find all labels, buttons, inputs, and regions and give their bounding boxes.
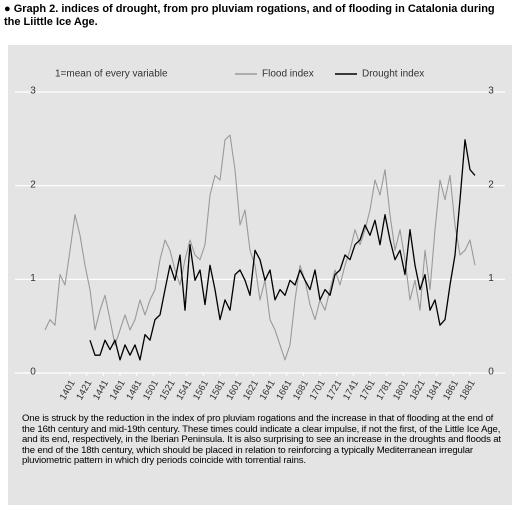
y-tick-label-right: 1 xyxy=(488,273,494,284)
legend-label: Drought index xyxy=(362,69,424,80)
y-tick-label: 0 xyxy=(30,367,36,378)
y-tick-label-right: 3 xyxy=(488,86,494,97)
chart-title: ● Graph 2. indices of drought, from pro … xyxy=(4,3,495,28)
data-line xyxy=(89,139,476,361)
y-tick-label: 1 xyxy=(30,273,36,284)
y-tick-label: 3 xyxy=(30,86,36,97)
annotation: 1=mean of every variable xyxy=(55,69,168,80)
y-tick-label-right: 0 xyxy=(488,367,494,378)
legend-label: Flood index xyxy=(262,69,314,80)
caption: One is struck by the reduction in the in… xyxy=(22,413,501,467)
y-tick-label: 2 xyxy=(30,179,36,190)
y-tick-label-right: 2 xyxy=(488,179,494,190)
data-line xyxy=(44,134,476,361)
